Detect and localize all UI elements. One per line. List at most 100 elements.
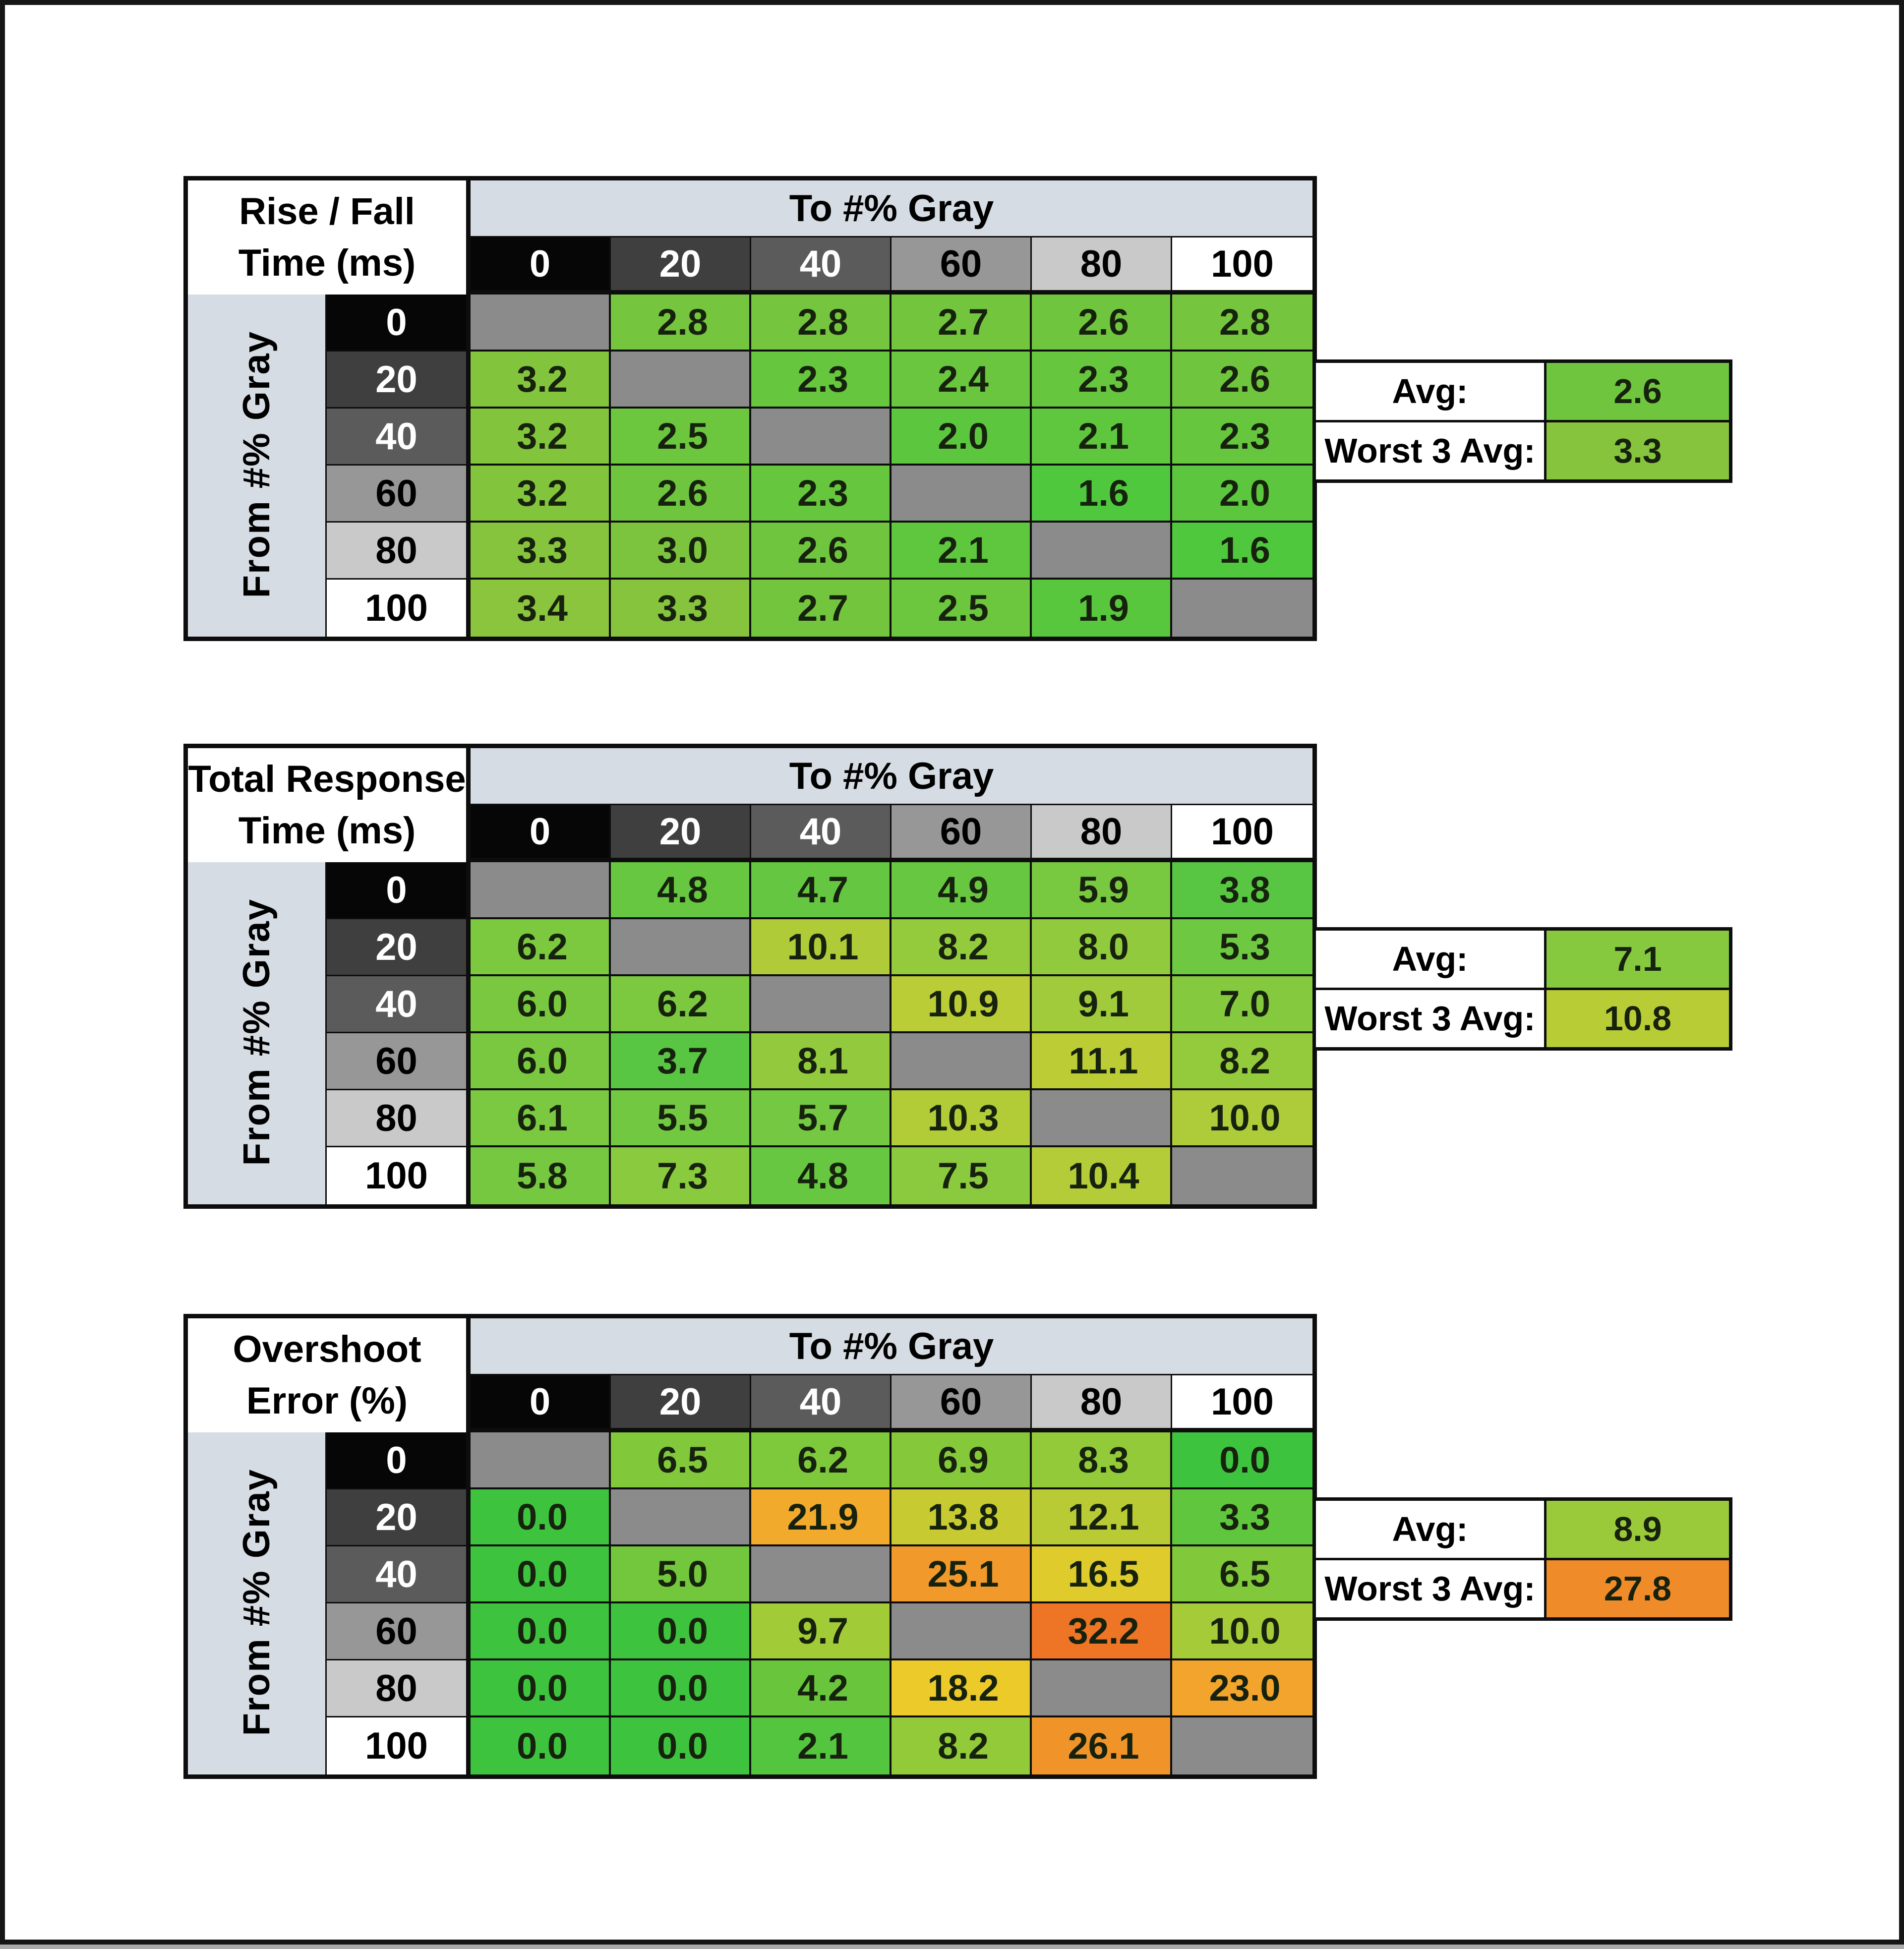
cell-from0-to60: 4.9 [892,862,1032,919]
cell-from80-to20: 0.0 [611,1660,752,1717]
cell-from80-to20: 3.0 [611,523,751,580]
cell-from0-to60: 2.7 [892,295,1032,352]
cell-from60-to0: 3.2 [471,466,611,523]
row-header-100: 100 [327,1717,471,1774]
cell-from20-to100: 3.3 [1172,1489,1313,1546]
cell-from0-to40: 4.7 [751,862,892,919]
avg-label: Avg: [1316,1501,1547,1558]
cell-from0-to100: 3.8 [1172,862,1313,919]
worst3-value: 10.8 [1547,990,1729,1047]
overshoot-error-title-line: Overshoot [233,1328,421,1370]
cell-from100-to60: 2.5 [892,580,1032,637]
cell-from40-to20: 2.5 [611,409,751,466]
cell-from20-to100: 2.6 [1172,352,1313,409]
from-percent-gray-header: From #% Gray [188,295,327,637]
from-percent-gray-header: From #% Gray [188,1432,327,1774]
col-header-80: 80 [1032,237,1172,295]
cell-from20-to80: 2.3 [1032,352,1172,409]
cell-from60-to20: 3.7 [611,1033,751,1090]
row-header-60: 60 [327,466,471,523]
avg-value: 8.9 [1547,1501,1729,1558]
cell-from60-to60 [892,1603,1032,1660]
cell-from20-to40: 10.1 [751,919,892,976]
col-header-40: 40 [751,237,892,295]
col-header-0: 0 [471,237,611,295]
col-header-40: 40 [751,805,892,862]
cell-from80-to80 [1032,523,1172,580]
cell-from100-to80: 10.4 [1032,1147,1172,1204]
rise-fall-time-grid: Rise / Fall Time (ms) To #% Gray 0 20 40 60 80 1… [188,180,1313,637]
cell-from20-to60: 13.8 [892,1489,1032,1546]
cell-from60-to80: 32.2 [1032,1603,1173,1660]
col-header-40: 40 [751,1375,892,1432]
cell-from60-to80: 11.1 [1032,1033,1172,1090]
cell-from0-to0 [471,1432,611,1489]
cell-from100-to20: 7.3 [611,1147,751,1204]
worst3-label: Worst 3 Avg: [1316,1560,1547,1617]
row-header-20: 20 [327,352,471,409]
from-percent-gray-label: From #% Gray [236,1468,278,1736]
cell-from60-to60 [892,1033,1032,1090]
cell-from40-to20: 6.2 [611,976,751,1033]
cell-from0-to0 [471,295,611,352]
cell-from80-to0: 0.0 [471,1660,611,1717]
rise-fall-time-title-line: Rise / Fall [239,190,415,233]
cell-from80-to80 [1032,1660,1173,1717]
cell-from20-to20 [611,919,751,976]
cell-from20-to40: 2.3 [751,352,892,409]
cell-from20-to0: 0.0 [471,1489,611,1546]
cell-from40-to60: 10.9 [892,976,1032,1033]
cell-from80-to40: 5.7 [751,1090,892,1147]
col-header-20: 20 [611,805,751,862]
cell-from60-to0: 6.0 [471,1033,611,1090]
cell-from100-to40: 2.1 [751,1717,892,1774]
cell-from80-to20: 5.5 [611,1090,751,1147]
row-header-100: 100 [327,1147,471,1204]
cell-from80-to80 [1032,1090,1172,1147]
rise-fall-summary-box: Avg: 2.6 Worst 3 Avg: 3.3 [1312,359,1732,483]
cell-from100-to0: 5.8 [471,1147,611,1204]
cell-from80-to0: 3.3 [471,523,611,580]
col-header-60: 60 [892,1375,1032,1432]
cell-from40-to80: 16.5 [1032,1546,1173,1603]
from-percent-gray-label: From #% Gray [236,898,278,1166]
total-response-time-grid: Total Response Time (ms) To #% Gray 0 20 40 60… [188,748,1313,1204]
cell-from100-to40: 4.8 [751,1147,892,1204]
cell-from0-to0 [471,862,611,919]
cell-from0-to100: 2.8 [1172,295,1313,352]
cell-from100-to0: 0.0 [471,1717,611,1774]
col-header-100: 100 [1172,805,1313,862]
col-header-80: 80 [1032,805,1172,862]
cell-from20-to0: 6.2 [471,919,611,976]
cell-from20-to80: 8.0 [1032,919,1172,976]
cell-from60-to60 [892,466,1032,523]
cell-from40-to20: 5.0 [611,1546,752,1603]
cell-from20-to0: 3.2 [471,352,611,409]
worst3-label: Worst 3 Avg: [1316,990,1547,1047]
overshoot-summary-box: Avg: 8.9 Worst 3 Avg: 27.8 [1312,1497,1732,1621]
overshoot-error-table: Overshoot Error (%) To #% Gray 0 20 40 60 80 100… [183,1314,1317,1779]
cell-from40-to0: 6.0 [471,976,611,1033]
cell-from40-to40 [751,976,892,1033]
total-response-time-title-line: Time (ms) [238,810,416,852]
cell-from60-to20: 2.6 [611,466,751,523]
cell-from40-to60: 25.1 [892,1546,1032,1603]
col-header-20: 20 [611,237,751,295]
col-header-60: 60 [892,805,1032,862]
from-percent-gray-header: From #% Gray [188,862,327,1204]
cell-from0-to40: 2.8 [751,295,892,352]
worst3-label: Worst 3 Avg: [1316,422,1547,479]
row-header-40: 40 [327,409,471,466]
worst3-row: Worst 3 Avg: 10.8 [1316,988,1729,1047]
cell-from20-to60: 8.2 [892,919,1032,976]
cell-from60-to100: 10.0 [1172,1603,1313,1660]
total-response-summary-box: Avg: 7.1 Worst 3 Avg: 10.8 [1312,927,1732,1051]
cell-from60-to100: 2.0 [1172,466,1313,523]
cell-from100-to100 [1172,1147,1313,1204]
row-header-80: 80 [327,523,471,580]
cell-from0-to100: 0.0 [1172,1432,1313,1489]
cell-from60-to0: 0.0 [471,1603,611,1660]
cell-from60-to40: 8.1 [751,1033,892,1090]
cell-from100-to80: 1.9 [1032,580,1172,637]
avg-label: Avg: [1316,363,1547,420]
